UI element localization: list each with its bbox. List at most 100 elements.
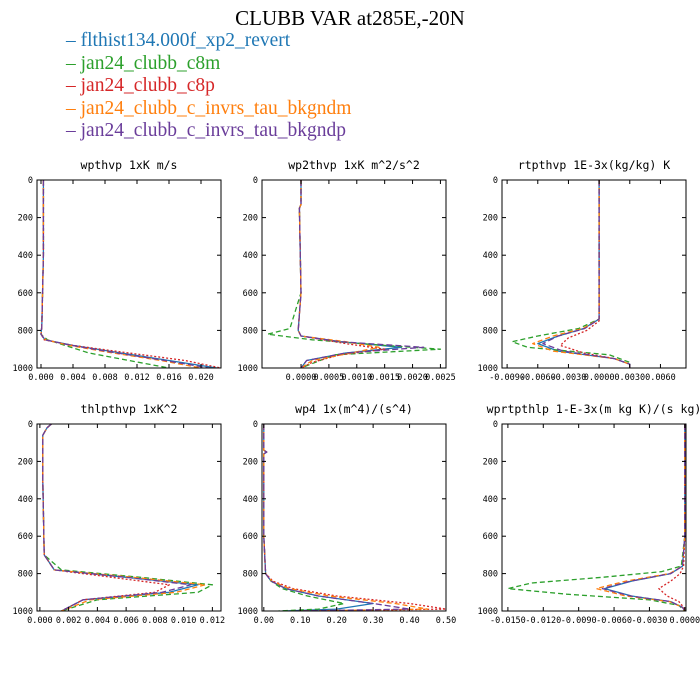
- x-tick-label: 0.0010: [341, 373, 372, 383]
- x-tick-label: 0.004: [85, 616, 111, 626]
- y-tick-label: 400: [483, 251, 498, 261]
- series-line-3: [263, 424, 446, 611]
- series-line-2: [42, 424, 214, 611]
- panel-title: thlpthvp 1xK^2: [81, 402, 178, 416]
- legend-label: jan24_clubb_c_invrs_tau_bkgndp: [80, 120, 346, 141]
- y-tick-label: 200: [483, 214, 498, 224]
- x-tick-label: 0.010: [171, 616, 197, 626]
- y-tick-label: 1000: [238, 364, 258, 374]
- series-line-2: [266, 180, 442, 368]
- y-tick-label: 600: [483, 532, 498, 542]
- x-tick-label: 0.0005: [314, 373, 345, 383]
- legend-item-5: – jan24_clubb_c_invrs_tau_bkgndp: [66, 120, 351, 143]
- legend-label: flthist134.000f_xp2_revert: [80, 30, 291, 51]
- x-tick-label: 0.016: [156, 373, 182, 383]
- panel-title: wpthvp 1xK m/s: [81, 158, 178, 172]
- x-tick-label: 0.0025: [425, 373, 456, 383]
- legend-dash: –: [66, 97, 81, 119]
- legend-dash: –: [66, 52, 81, 74]
- legend-item-1: – flthist134.000f_xp2_revert: [66, 30, 351, 53]
- plot-frame: [261, 423, 447, 612]
- y-tick-label: 1000: [478, 364, 498, 374]
- series-line-2: [263, 424, 345, 611]
- series-line-5: [601, 424, 686, 611]
- series-line-1: [40, 180, 218, 368]
- series-line-4: [263, 424, 429, 611]
- y-tick-label: 600: [18, 532, 33, 542]
- y-tick-label: 800: [18, 326, 33, 336]
- x-tick-label: 0.012: [124, 373, 150, 383]
- y-tick-label: 400: [243, 251, 258, 261]
- legend-item-3: – jan24_clubb_c8p: [66, 75, 351, 98]
- y-tick-label: 1000: [478, 607, 498, 617]
- x-tick-label: 0.40: [399, 616, 419, 626]
- y-tick-label: 1000: [13, 364, 33, 374]
- x-tick-label: -0.0090: [561, 616, 597, 626]
- y-tick-label: 1000: [13, 607, 33, 617]
- y-tick-label: 1000: [238, 607, 258, 617]
- x-tick-label: -0.0090: [489, 373, 525, 383]
- panel-2: wp2thvp 1xK m^2/s^2 0 200 400 600 800 1000 0.00…: [238, 158, 456, 383]
- legend-item-4: – jan24_clubb_c_invrs_tau_bkgndm: [66, 98, 351, 121]
- y-tick-label: 200: [18, 214, 33, 224]
- x-tick-label: 0.020: [188, 373, 214, 383]
- x-tick-label: -0.0030: [551, 373, 587, 383]
- x-tick-label: 0.00: [254, 616, 274, 626]
- series-line-2: [507, 424, 686, 611]
- series-line-4: [595, 424, 686, 611]
- y-tick-label: 800: [18, 570, 33, 580]
- y-tick-label: 400: [18, 495, 33, 505]
- series-line-5: [542, 180, 631, 368]
- x-tick-label: -0.0060: [520, 373, 556, 383]
- panel-title: wp2thvp 1xK m^2/s^2: [288, 158, 420, 172]
- y-tick-label: 600: [483, 289, 498, 299]
- series-line-5: [42, 424, 192, 611]
- y-tick-label: 200: [18, 457, 33, 467]
- y-tick-label: 400: [243, 495, 258, 505]
- x-tick-label: -0.0150: [490, 616, 526, 626]
- y-tick-label: 200: [243, 214, 258, 224]
- panel-title: rtpthvp 1E-3x(kg/kg) K: [518, 158, 670, 172]
- x-tick-label: 0.0020: [397, 373, 428, 383]
- y-tick-label: 0: [28, 420, 33, 430]
- panel-title: wprtpthlp 1-E-3x(m kg K)/(s kg): [487, 402, 700, 416]
- x-tick-label: 0.50: [436, 616, 456, 626]
- y-tick-label: 0: [253, 420, 258, 430]
- y-tick-label: 800: [483, 570, 498, 580]
- x-tick-label: 0.000: [27, 616, 53, 626]
- plot-frame: [501, 179, 687, 369]
- x-tick-label: 0.008: [92, 373, 118, 383]
- y-tick-label: 200: [483, 457, 498, 467]
- x-tick-label: -0.0030: [632, 616, 668, 626]
- y-tick-label: 800: [483, 326, 498, 336]
- y-tick-label: 600: [243, 289, 258, 299]
- y-tick-label: 0: [493, 176, 498, 186]
- series-line-5: [263, 424, 411, 611]
- series-line-2: [40, 180, 170, 368]
- panel-3: rtpthvp 1E-3x(kg/kg) K02004006008001000-…: [478, 158, 687, 383]
- series-line-3: [658, 424, 686, 611]
- series-line-5: [297, 180, 425, 368]
- x-tick-label: -0.0120: [525, 616, 561, 626]
- x-tick-label: 0.000: [28, 373, 54, 383]
- plot-frame: [261, 179, 447, 369]
- series-line-5: [40, 180, 210, 368]
- x-tick-label: 0.0015: [369, 373, 400, 383]
- y-tick-label: 800: [243, 570, 258, 580]
- legend: – flthist134.000f_xp2_revert – jan24_clu…: [66, 30, 351, 143]
- series-line-1: [263, 424, 374, 611]
- y-tick-label: 0: [28, 176, 33, 186]
- x-tick-label: 0.004: [60, 373, 86, 383]
- x-tick-label: 0.10: [290, 616, 310, 626]
- x-tick-label: 0.0030: [614, 373, 645, 383]
- y-tick-label: 400: [483, 495, 498, 505]
- series-line-4: [40, 180, 202, 368]
- legend-item-2: – jan24_clubb_c8m: [66, 53, 351, 76]
- y-tick-label: 200: [243, 457, 258, 467]
- x-tick-label: 0.30: [363, 616, 383, 626]
- legend-dash: –: [66, 120, 81, 141]
